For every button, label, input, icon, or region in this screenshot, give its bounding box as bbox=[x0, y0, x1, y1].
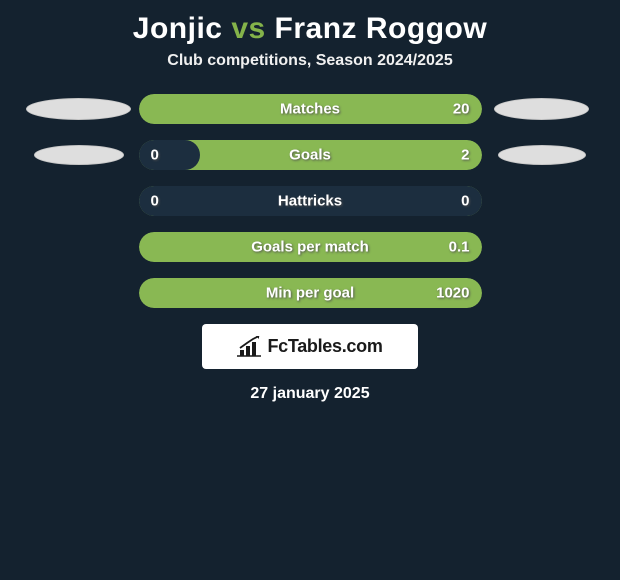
stat-name: Hattricks bbox=[278, 193, 342, 210]
stat-right-value: 2 bbox=[461, 147, 469, 164]
footer-date: 27 january 2025 bbox=[0, 385, 620, 403]
stat-bar: Matches 20 bbox=[139, 94, 482, 124]
stat-bar: 0 Hattricks 0 bbox=[139, 186, 482, 216]
stat-bar: 0 Goals 2 bbox=[139, 140, 482, 170]
player2-ellipse bbox=[494, 98, 589, 120]
bar-fill bbox=[139, 140, 201, 170]
stat-row: Goals per match 0.1 bbox=[0, 232, 620, 262]
subtitle: Club competitions, Season 2024/2025 bbox=[0, 52, 620, 94]
stat-name: Matches bbox=[280, 101, 340, 118]
logo-inner: FcTables.com bbox=[237, 336, 382, 358]
stat-right-value: 1020 bbox=[436, 285, 469, 302]
page-title: Jonjic vs Franz Roggow bbox=[0, 8, 620, 52]
stat-row: 0 Goals 2 bbox=[0, 140, 620, 170]
stat-rows: Matches200Goals20Hattricks0Goals per mat… bbox=[0, 94, 620, 308]
stat-name: Min per goal bbox=[266, 285, 354, 302]
right-ellipse-col bbox=[482, 145, 602, 165]
stat-row: Matches 20 bbox=[0, 94, 620, 124]
title-vs: vs bbox=[231, 12, 265, 45]
player2-ellipse bbox=[498, 145, 586, 165]
left-ellipse-col bbox=[19, 145, 139, 165]
player1-ellipse bbox=[26, 98, 131, 120]
stat-name: Goals per match bbox=[251, 239, 369, 256]
player1-ellipse bbox=[34, 145, 124, 165]
right-ellipse-col bbox=[482, 98, 602, 120]
stat-left-value: 0 bbox=[151, 193, 159, 210]
main-container: Jonjic vs Franz Roggow Club competitions… bbox=[0, 0, 620, 403]
stat-right-value: 0.1 bbox=[449, 239, 470, 256]
title-player1: Jonjic bbox=[133, 12, 223, 45]
stat-right-value: 20 bbox=[453, 101, 470, 118]
stat-row: Min per goal 1020 bbox=[0, 278, 620, 308]
stat-row: 0 Hattricks 0 bbox=[0, 186, 620, 216]
stat-name: Goals bbox=[289, 147, 331, 164]
chart-icon bbox=[237, 336, 263, 358]
stat-bar: Goals per match 0.1 bbox=[139, 232, 482, 262]
left-ellipse-col bbox=[19, 98, 139, 120]
title-player2: Franz Roggow bbox=[275, 12, 488, 45]
stat-right-value: 0 bbox=[461, 193, 469, 210]
logo-box: FcTables.com bbox=[202, 324, 418, 369]
stat-bar: Min per goal 1020 bbox=[139, 278, 482, 308]
stat-left-value: 0 bbox=[151, 147, 159, 164]
logo-text: FcTables.com bbox=[267, 336, 382, 357]
